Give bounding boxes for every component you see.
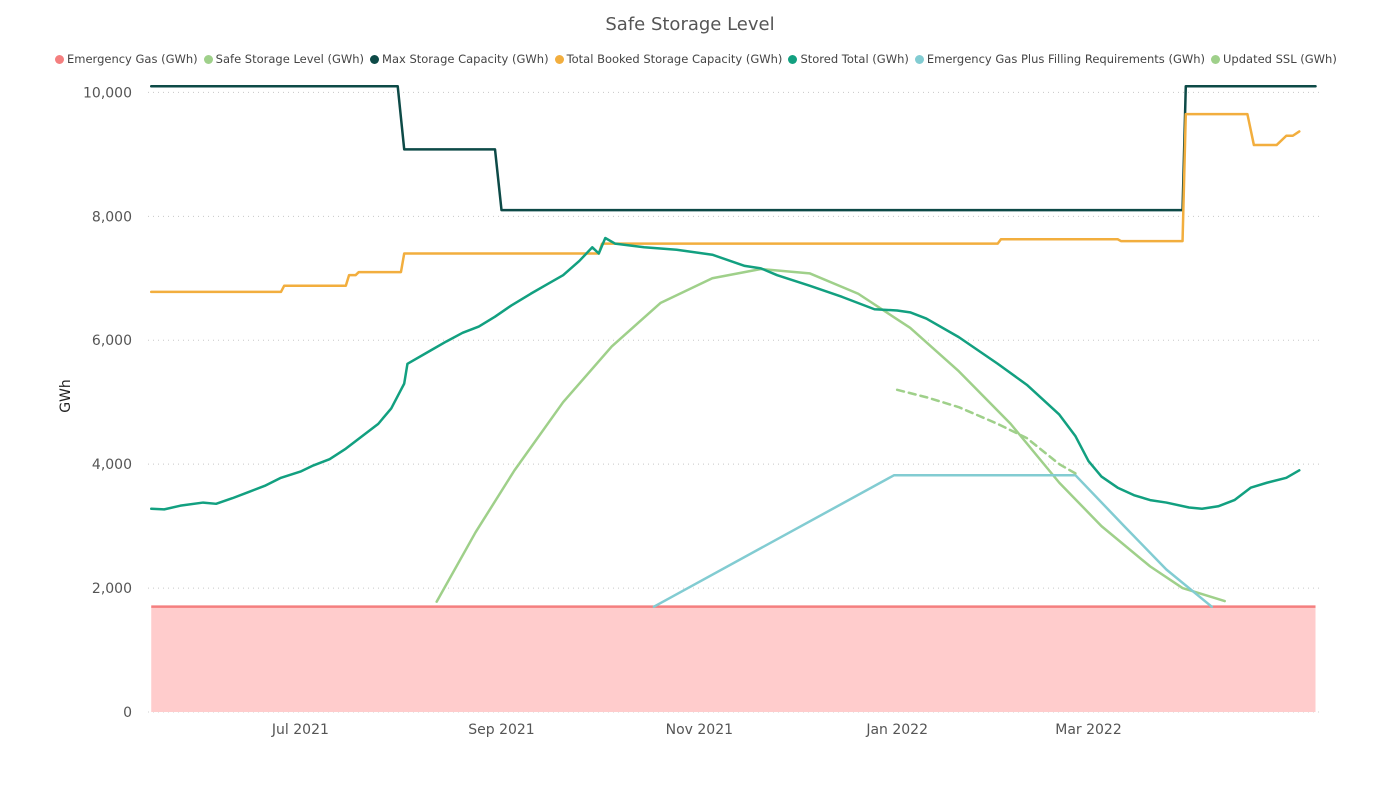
legend-swatch: [55, 55, 64, 64]
legend-label: Total Booked Storage Capacity (GWh): [566, 52, 783, 66]
legend-item-max-storage-capacity[interactable]: Max Storage Capacity (GWh): [370, 52, 549, 66]
series-layer: [149, 84, 1317, 608]
legend-item-safe-storage-level[interactable]: Safe Storage Level (GWh): [203, 52, 365, 66]
updated-ssl-series: [895, 388, 1077, 475]
legend-item-emergency-gas-plus-filling-requirements[interactable]: Emergency Gas Plus Filling Requirements …: [914, 52, 1205, 66]
y-tick-label: 2,000: [92, 581, 132, 597]
legend-swatch: [914, 55, 924, 64]
x-tick-label: Mar 2022: [1055, 722, 1122, 738]
legend-label: Emergency Gas (GWh): [67, 52, 198, 66]
y-tick-label: 0: [123, 705, 132, 721]
legend-item-emergency-gas[interactable]: Emergency Gas (GWh): [55, 52, 198, 66]
y-tick-label: 8,000: [92, 209, 132, 225]
stored-total-series: [149, 236, 1301, 511]
safe-storage-level-series: [435, 267, 1226, 603]
legend: Emergency Gas (GWh) Safe Storage Level (G…: [55, 52, 1343, 68]
emergency-gas-plus-filling-requirements-series: [652, 474, 1213, 608]
y-axis-title: GWh: [58, 379, 74, 413]
legend-label: Stored Total (GWh): [800, 52, 909, 66]
legend-label: Safe Storage Level (GWh): [215, 52, 365, 66]
y-tick-label: 10,000: [83, 85, 132, 101]
legend-item-updated-ssl[interactable]: Updated SSL (GWh): [1211, 52, 1337, 66]
y-tick-label: 6,000: [92, 333, 132, 349]
axes: 0 2,000 4,000 6,000 8,000 10,000 Jul 2021 Sep 2…: [58, 85, 1122, 738]
legend-label: Max Storage Capacity (GWh): [382, 52, 549, 66]
legend-label: Emergency Gas Plus Filling Requirements …: [926, 52, 1205, 66]
legend-swatch: [788, 55, 798, 64]
x-tick-label: Sep 2021: [468, 722, 534, 738]
legend-swatch: [203, 55, 213, 64]
legend-label: Updated SSL (GWh): [1223, 52, 1337, 66]
chart-title: Safe Storage Level: [605, 14, 775, 35]
legend-item-total-booked-storage-capacity[interactable]: Total Booked Storage Capacity (GWh): [554, 52, 783, 66]
max-storage-capacity-series: [149, 84, 1317, 212]
legend-item-stored-total[interactable]: Stored Total (GWh): [788, 52, 909, 66]
total-booked-storage-capacity-series: [149, 112, 1301, 294]
legend-swatch: [554, 55, 564, 64]
x-tick-label: Nov 2021: [666, 722, 733, 738]
legend-swatch: [1211, 55, 1220, 64]
x-tick-label: Jan 2022: [865, 722, 928, 738]
legend-swatch: [370, 55, 380, 64]
y-tick-label: 4,000: [92, 457, 132, 473]
area-layer: [151, 606, 1316, 712]
emergency-gas-area: [151, 606, 1316, 712]
x-tick-label: Jul 2021: [271, 722, 329, 738]
